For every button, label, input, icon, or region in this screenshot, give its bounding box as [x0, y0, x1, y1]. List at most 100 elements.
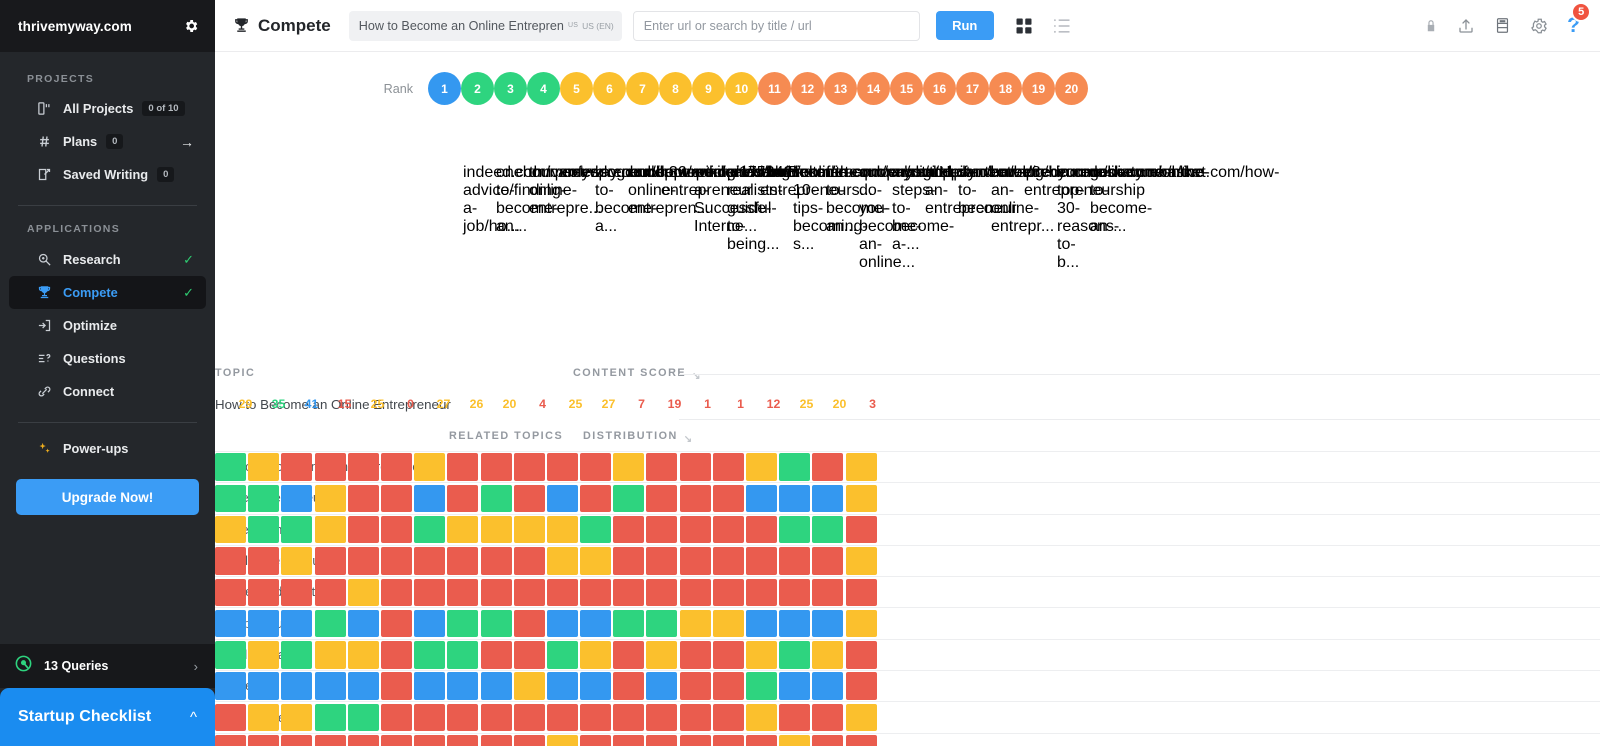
- heatmap-cell[interactable]: [447, 547, 479, 575]
- heatmap-cell[interactable]: [447, 735, 479, 746]
- heatmap-cell[interactable]: [712, 578, 744, 607]
- heatmap-cell[interactable]: [812, 515, 844, 544]
- heatmap-cell[interactable]: [513, 609, 545, 638]
- heatmap-cell[interactable]: [281, 609, 313, 638]
- sort-desc-icon-2[interactable]: ↘: [683, 433, 694, 445]
- sidebar-item-all-projects[interactable]: All Projects 0 of 10: [9, 92, 206, 125]
- heatmap-cell[interactable]: [646, 735, 678, 746]
- heatmap-cell[interactable]: [380, 735, 412, 746]
- heatmap-cell[interactable]: [746, 484, 777, 513]
- heatmap-cell[interactable]: [845, 453, 877, 481]
- heatmap-cell[interactable]: [679, 641, 711, 669]
- heatmap-cell[interactable]: [248, 515, 280, 544]
- heatmap-cell[interactable]: [414, 547, 446, 575]
- heatmap-cell[interactable]: [845, 515, 877, 544]
- heatmap-cell[interactable]: [380, 703, 412, 732]
- heatmap-cell[interactable]: [281, 547, 313, 575]
- heatmap-cell[interactable]: [812, 578, 844, 607]
- url-link[interactable]: laptopempires.com/online-entrepreneur: [661, 164, 849, 199]
- heatmap-cell[interactable]: [712, 515, 744, 544]
- heatmap-cell[interactable]: [314, 735, 346, 746]
- heatmap-cell[interactable]: [779, 547, 811, 575]
- heatmap-cell[interactable]: [314, 609, 346, 638]
- rank-badge[interactable]: 17: [956, 72, 989, 105]
- rank-badge[interactable]: 6: [593, 72, 626, 105]
- sidebar-item-compete[interactable]: Compete ✓: [9, 276, 206, 309]
- heatmap-cell[interactable]: [447, 484, 479, 513]
- heatmap-cell[interactable]: [779, 672, 811, 700]
- heatmap-cell[interactable]: [580, 453, 612, 481]
- url-link[interactable]: shopify.com/blog/become-an-entrepreneur: [925, 164, 1111, 217]
- heatmap-cell[interactable]: [447, 515, 479, 544]
- heatmap-cell[interactable]: [779, 578, 811, 607]
- heatmap-cell[interactable]: [646, 453, 678, 481]
- heatmap-cell[interactable]: [215, 547, 246, 575]
- heatmap-cell[interactable]: [480, 484, 512, 513]
- heatmap-cell[interactable]: [646, 515, 678, 544]
- heatmap-cell[interactable]: [845, 484, 877, 513]
- url-search-input[interactable]: [643, 18, 909, 33]
- url-link[interactable]: fernandoraymond.com/how-to-become-an...: [826, 164, 1026, 235]
- notes-icon[interactable]: [1494, 16, 1511, 35]
- heatmap-cell[interactable]: [580, 578, 612, 607]
- heatmap-cell[interactable]: [380, 515, 412, 544]
- heatmap-cell[interactable]: [480, 609, 512, 638]
- heatmap-cell[interactable]: [513, 703, 545, 732]
- grid-view-icon[interactable]: [1014, 16, 1034, 36]
- heatmap-cell[interactable]: [845, 703, 877, 732]
- heatmap-cell[interactable]: [480, 453, 512, 481]
- heatmap-cell[interactable]: [215, 515, 246, 544]
- heatmap-cell[interactable]: [712, 672, 744, 700]
- sidebar-item-plans[interactable]: Plans 0 →: [9, 125, 206, 158]
- heatmap-cell[interactable]: [248, 703, 280, 732]
- table-row[interactable]: digital entrepreneur: [215, 544, 1600, 576]
- heatmap-cell[interactable]: [380, 672, 412, 700]
- heatmap-cell[interactable]: [613, 641, 645, 669]
- rank-badge[interactable]: 12: [791, 72, 824, 105]
- heatmap-cell[interactable]: [546, 735, 578, 746]
- heatmap-cell[interactable]: [812, 641, 844, 669]
- heatmap-cell[interactable]: [414, 453, 446, 481]
- heatmap-cell[interactable]: [746, 547, 777, 575]
- heatmap-cell[interactable]: [347, 735, 379, 746]
- rank-badge[interactable]: 16: [923, 72, 956, 105]
- heatmap-cell[interactable]: [546, 609, 578, 638]
- heatmap-cell[interactable]: [546, 578, 578, 607]
- url-link[interactable]: incomediary.com/the-top-30-reasons-to-b.…: [1057, 164, 1209, 271]
- sidebar-item-connect[interactable]: Connect: [9, 375, 206, 408]
- url-search-field[interactable]: [632, 10, 920, 41]
- heatmap-cell[interactable]: [712, 609, 744, 638]
- heatmap-cell[interactable]: [414, 703, 446, 732]
- heatmap-cell[interactable]: [380, 484, 412, 513]
- heatmap-cell[interactable]: [812, 672, 844, 700]
- heatmap-cell[interactable]: [646, 547, 678, 575]
- heatmap-cell[interactable]: [646, 578, 678, 607]
- sidebar-item-optimize[interactable]: Optimize: [9, 309, 206, 342]
- url-link[interactable]: careerredo.com/become-an-online-entrepr.…: [991, 164, 1170, 235]
- url-link[interactable]: quora.com/How-do-you-become-an-online...: [859, 164, 977, 271]
- rank-badge[interactable]: 19: [1022, 72, 1055, 105]
- url-link[interactable]: entrepreneur.com/article/175242: [562, 164, 793, 181]
- url-link[interactable]: indeed.com/career-advice/finding-a-job/h…: [463, 164, 601, 235]
- heatmap-cell[interactable]: [447, 672, 479, 700]
- heatmap-cell[interactable]: [845, 672, 877, 700]
- table-row[interactable]: online entrepreneur: [215, 482, 1600, 513]
- url-link[interactable]: ditchyourdesk.com/online-entrepreneurshi…: [1024, 164, 1210, 199]
- table-row[interactable]: business administration: [215, 576, 1600, 607]
- heatmap-cell[interactable]: [580, 735, 612, 746]
- heatmap-cell[interactable]: [414, 484, 446, 513]
- heatmap-cell[interactable]: [414, 735, 446, 746]
- heatmap-cell[interactable]: [248, 735, 280, 746]
- heatmap-cell[interactable]: [447, 578, 479, 607]
- heatmap-cell[interactable]: [712, 547, 744, 575]
- heatmap-cell[interactable]: [746, 578, 777, 607]
- heatmap-cell[interactable]: [414, 578, 446, 607]
- gear-icon[interactable]: [183, 18, 199, 34]
- heatmap-cell[interactable]: [746, 703, 777, 732]
- heatmap-cell[interactable]: [779, 641, 811, 669]
- list-view-icon[interactable]: [1052, 16, 1072, 36]
- heatmap-cell[interactable]: [347, 547, 379, 575]
- heatmap-cell[interactable]: [513, 453, 545, 481]
- heatmap-cell[interactable]: [812, 547, 844, 575]
- heatmap-cell[interactable]: [281, 453, 313, 481]
